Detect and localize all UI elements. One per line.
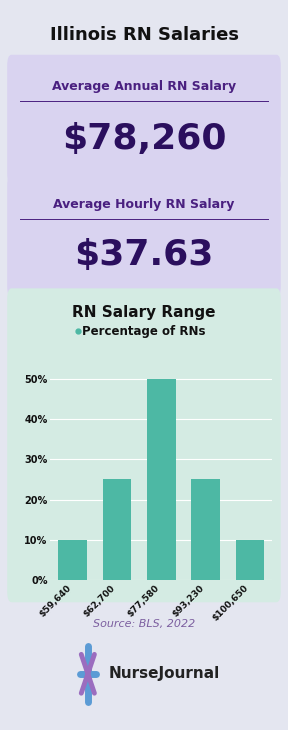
FancyBboxPatch shape: [7, 288, 281, 602]
FancyBboxPatch shape: [7, 55, 281, 185]
Text: $78,260: $78,260: [62, 122, 226, 155]
Text: NurseJournal: NurseJournal: [109, 666, 220, 681]
Bar: [103, 480, 131, 580]
Text: Average Hourly RN Salary: Average Hourly RN Salary: [53, 198, 235, 211]
Bar: [236, 540, 264, 580]
Bar: [58, 540, 87, 580]
Text: Illinois RN Salaries: Illinois RN Salaries: [50, 26, 238, 44]
Text: Average Annual RN Salary: Average Annual RN Salary: [52, 80, 236, 93]
Text: RN Salary Range: RN Salary Range: [72, 305, 216, 320]
Text: $37.63: $37.63: [74, 239, 214, 272]
Text: Source: BLS, 2022: Source: BLS, 2022: [93, 619, 195, 629]
FancyBboxPatch shape: [7, 174, 281, 297]
Text: Percentage of RNs: Percentage of RNs: [82, 325, 206, 338]
Bar: [191, 480, 220, 580]
Bar: [147, 379, 176, 580]
